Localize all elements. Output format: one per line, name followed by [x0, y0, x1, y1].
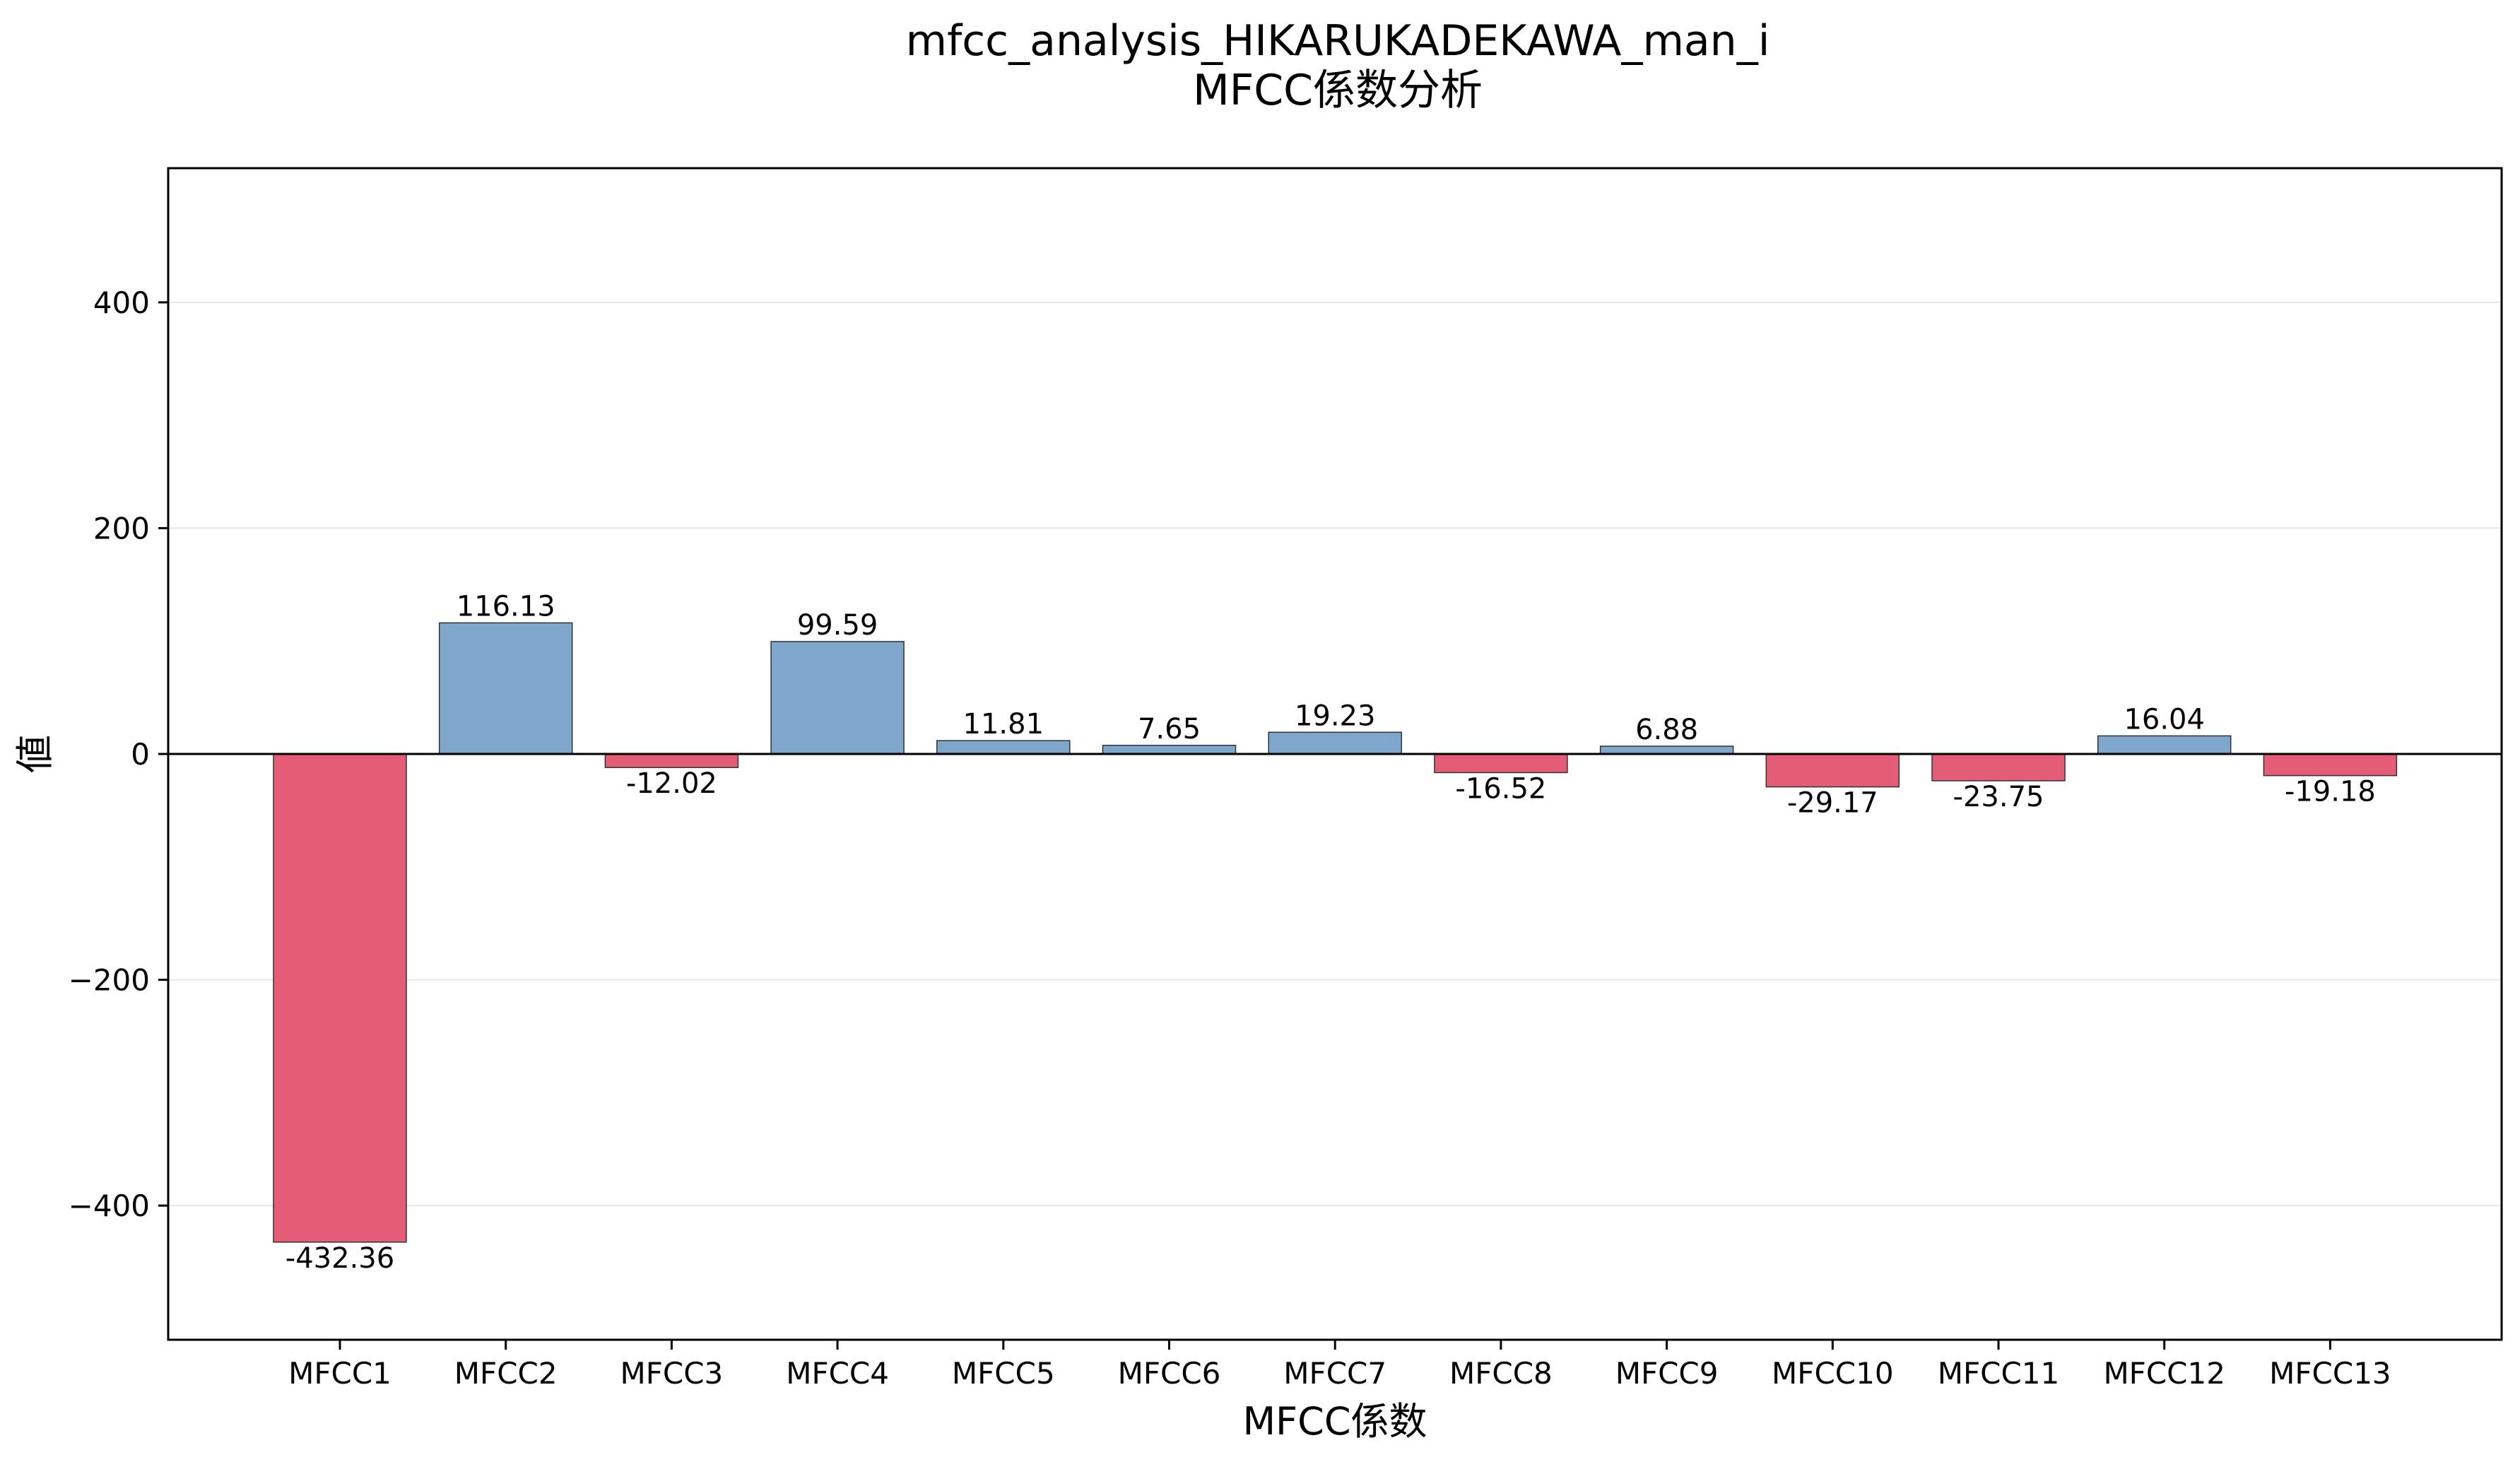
x-tick-label: MFCC3: [620, 1356, 724, 1391]
bar-mfcc4: [770, 641, 905, 755]
bar-value-label: -12.02: [626, 767, 717, 800]
bar-value-label: 99.59: [797, 609, 878, 642]
x-tick-label: MFCC11: [1938, 1356, 2060, 1391]
bar-mfcc8: [1434, 753, 1568, 774]
bar-value-label: 7.65: [1138, 713, 1201, 745]
bar-mfcc3: [604, 753, 739, 768]
bar-value-label: 6.88: [1635, 714, 1698, 746]
bar-mfcc5: [936, 740, 1071, 755]
bar-mfcc2: [438, 622, 573, 755]
bar-mfcc7: [1268, 731, 1402, 755]
x-tick-label: MFCC9: [1615, 1356, 1719, 1391]
x-tick-label: MFCC5: [952, 1356, 1055, 1391]
bar-mfcc1: [273, 753, 407, 1243]
y-axis-label: 値: [13, 735, 57, 773]
bar-value-label: -29.17: [1787, 787, 1878, 820]
y-tick-label: −200: [69, 963, 150, 998]
chart-subtitle: MFCC係数分析: [1193, 66, 1483, 115]
x-tick-label: MFCC8: [1449, 1356, 1553, 1391]
bar-mfcc12: [2097, 735, 2232, 755]
bar-mfcc6: [1102, 745, 1237, 755]
x-tick-label: MFCC7: [1283, 1356, 1386, 1391]
y-tick-label: 400: [93, 285, 150, 320]
bar-value-labels: -432.36 116.13 -12.02 99.59 11.81 7.65 19.23 -1…: [285, 590, 2376, 1274]
x-tick-label: MFCC13: [2269, 1356, 2391, 1391]
x-tick-label: MFCC1: [288, 1356, 391, 1391]
x-tick-label: MFCC6: [1118, 1356, 1221, 1391]
bar-mfcc9: [1599, 745, 1734, 755]
bar-value-label: -16.52: [1455, 772, 1546, 805]
y-tick-label: 200: [93, 511, 150, 546]
x-axis-label: MFCC係数: [1242, 1399, 1427, 1444]
bar-mfcc10: [1765, 753, 1900, 788]
plot-frame: [167, 167, 2503, 1341]
bar-value-label: 11.81: [963, 708, 1044, 741]
y-tick-label: 0: [131, 737, 150, 772]
y-axis-ticks: −400 −200 0 200 400: [69, 285, 168, 1223]
bar-mfcc11: [1931, 753, 2066, 782]
bar-value-label: -19.18: [2285, 776, 2376, 808]
x-tick-label: MFCC12: [2103, 1356, 2225, 1391]
y-tick-label: −400: [69, 1189, 150, 1223]
x-tick-label: MFCC4: [786, 1356, 889, 1391]
bar-value-label: 116.13: [457, 590, 555, 623]
bar-mfcc13: [2263, 753, 2398, 777]
bar-value-label: 19.23: [1295, 700, 1376, 732]
bar-value-label: -432.36: [285, 1242, 394, 1275]
x-axis-ticks: MFCC1 MFCC2 MFCC3 MFCC4 MFCC5 MFCC6 MFCC7 MFCC8…: [288, 1340, 2391, 1391]
x-tick-label: MFCC10: [1772, 1356, 1894, 1391]
chart-title: mfcc_analysis_HIKARUKADEKAWA_man_i: [906, 16, 1770, 66]
bar-value-label: -23.75: [1953, 781, 2044, 813]
x-tick-label: MFCC2: [454, 1356, 558, 1391]
bar-value-label: 16.04: [2124, 703, 2205, 736]
bars: [273, 622, 2398, 1243]
